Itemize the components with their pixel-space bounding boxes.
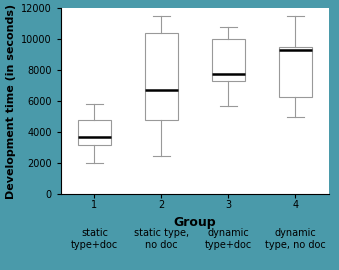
Text: dynamic
type+doc: dynamic type+doc xyxy=(205,228,252,249)
X-axis label: Group: Group xyxy=(174,215,216,228)
Y-axis label: Development time (in seconds): Development time (in seconds) xyxy=(6,4,16,199)
Text: static type,
no doc: static type, no doc xyxy=(134,228,189,249)
PathPatch shape xyxy=(212,39,245,81)
PathPatch shape xyxy=(279,47,312,97)
Text: static
type+doc: static type+doc xyxy=(71,228,118,249)
PathPatch shape xyxy=(78,120,111,145)
PathPatch shape xyxy=(145,33,178,120)
Text: dynamic
type, no doc: dynamic type, no doc xyxy=(265,228,326,249)
